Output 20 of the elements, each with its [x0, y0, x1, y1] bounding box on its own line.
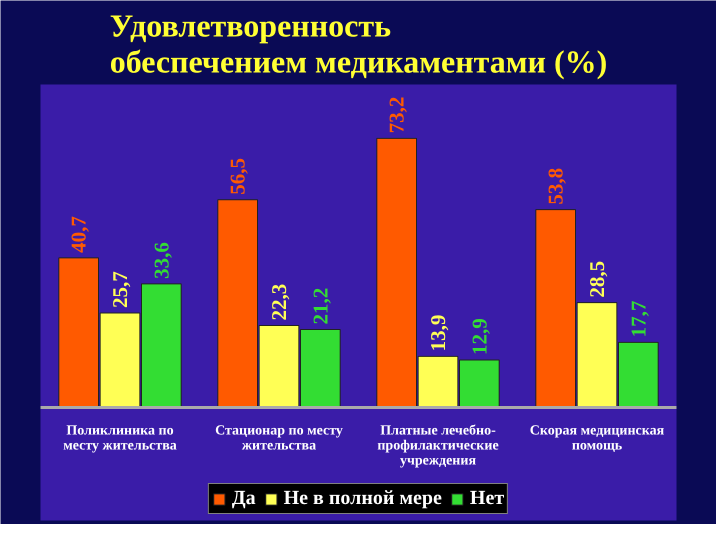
data-label: 33,6 [149, 242, 174, 279]
data-label: 13,9 [426, 314, 450, 352]
x-tick-label: Поликлиника по месту жительства [63, 423, 177, 454]
data-label: 53,8 [544, 168, 568, 205]
data-label: 73,2 [384, 96, 409, 134]
data-label: 17,7 [626, 300, 650, 338]
data-label: 21,2 [308, 288, 332, 325]
x-tick-label: Стационар по месту жительства [215, 423, 343, 454]
data-label: 40,7 [66, 216, 91, 253]
data-label: 22,3 [267, 284, 291, 320]
x-tick-label: Платные лечебно-профилактические учреждения [377, 423, 499, 468]
x-tick-label: Скорая медицинская помощь [530, 423, 665, 454]
chart-title: Удовлетворенность обеспечением медикаментами (%) [110, 8, 608, 80]
data-label: 12,9 [467, 318, 492, 356]
data-label: 56,5 [226, 158, 250, 195]
legend-label: Да [232, 487, 256, 510]
data-label: 25,7 [108, 271, 132, 308]
data-label: 28,5 [585, 260, 609, 298]
legend-label: Не в полной мере [284, 487, 442, 510]
legend-label: Нет [470, 487, 504, 510]
